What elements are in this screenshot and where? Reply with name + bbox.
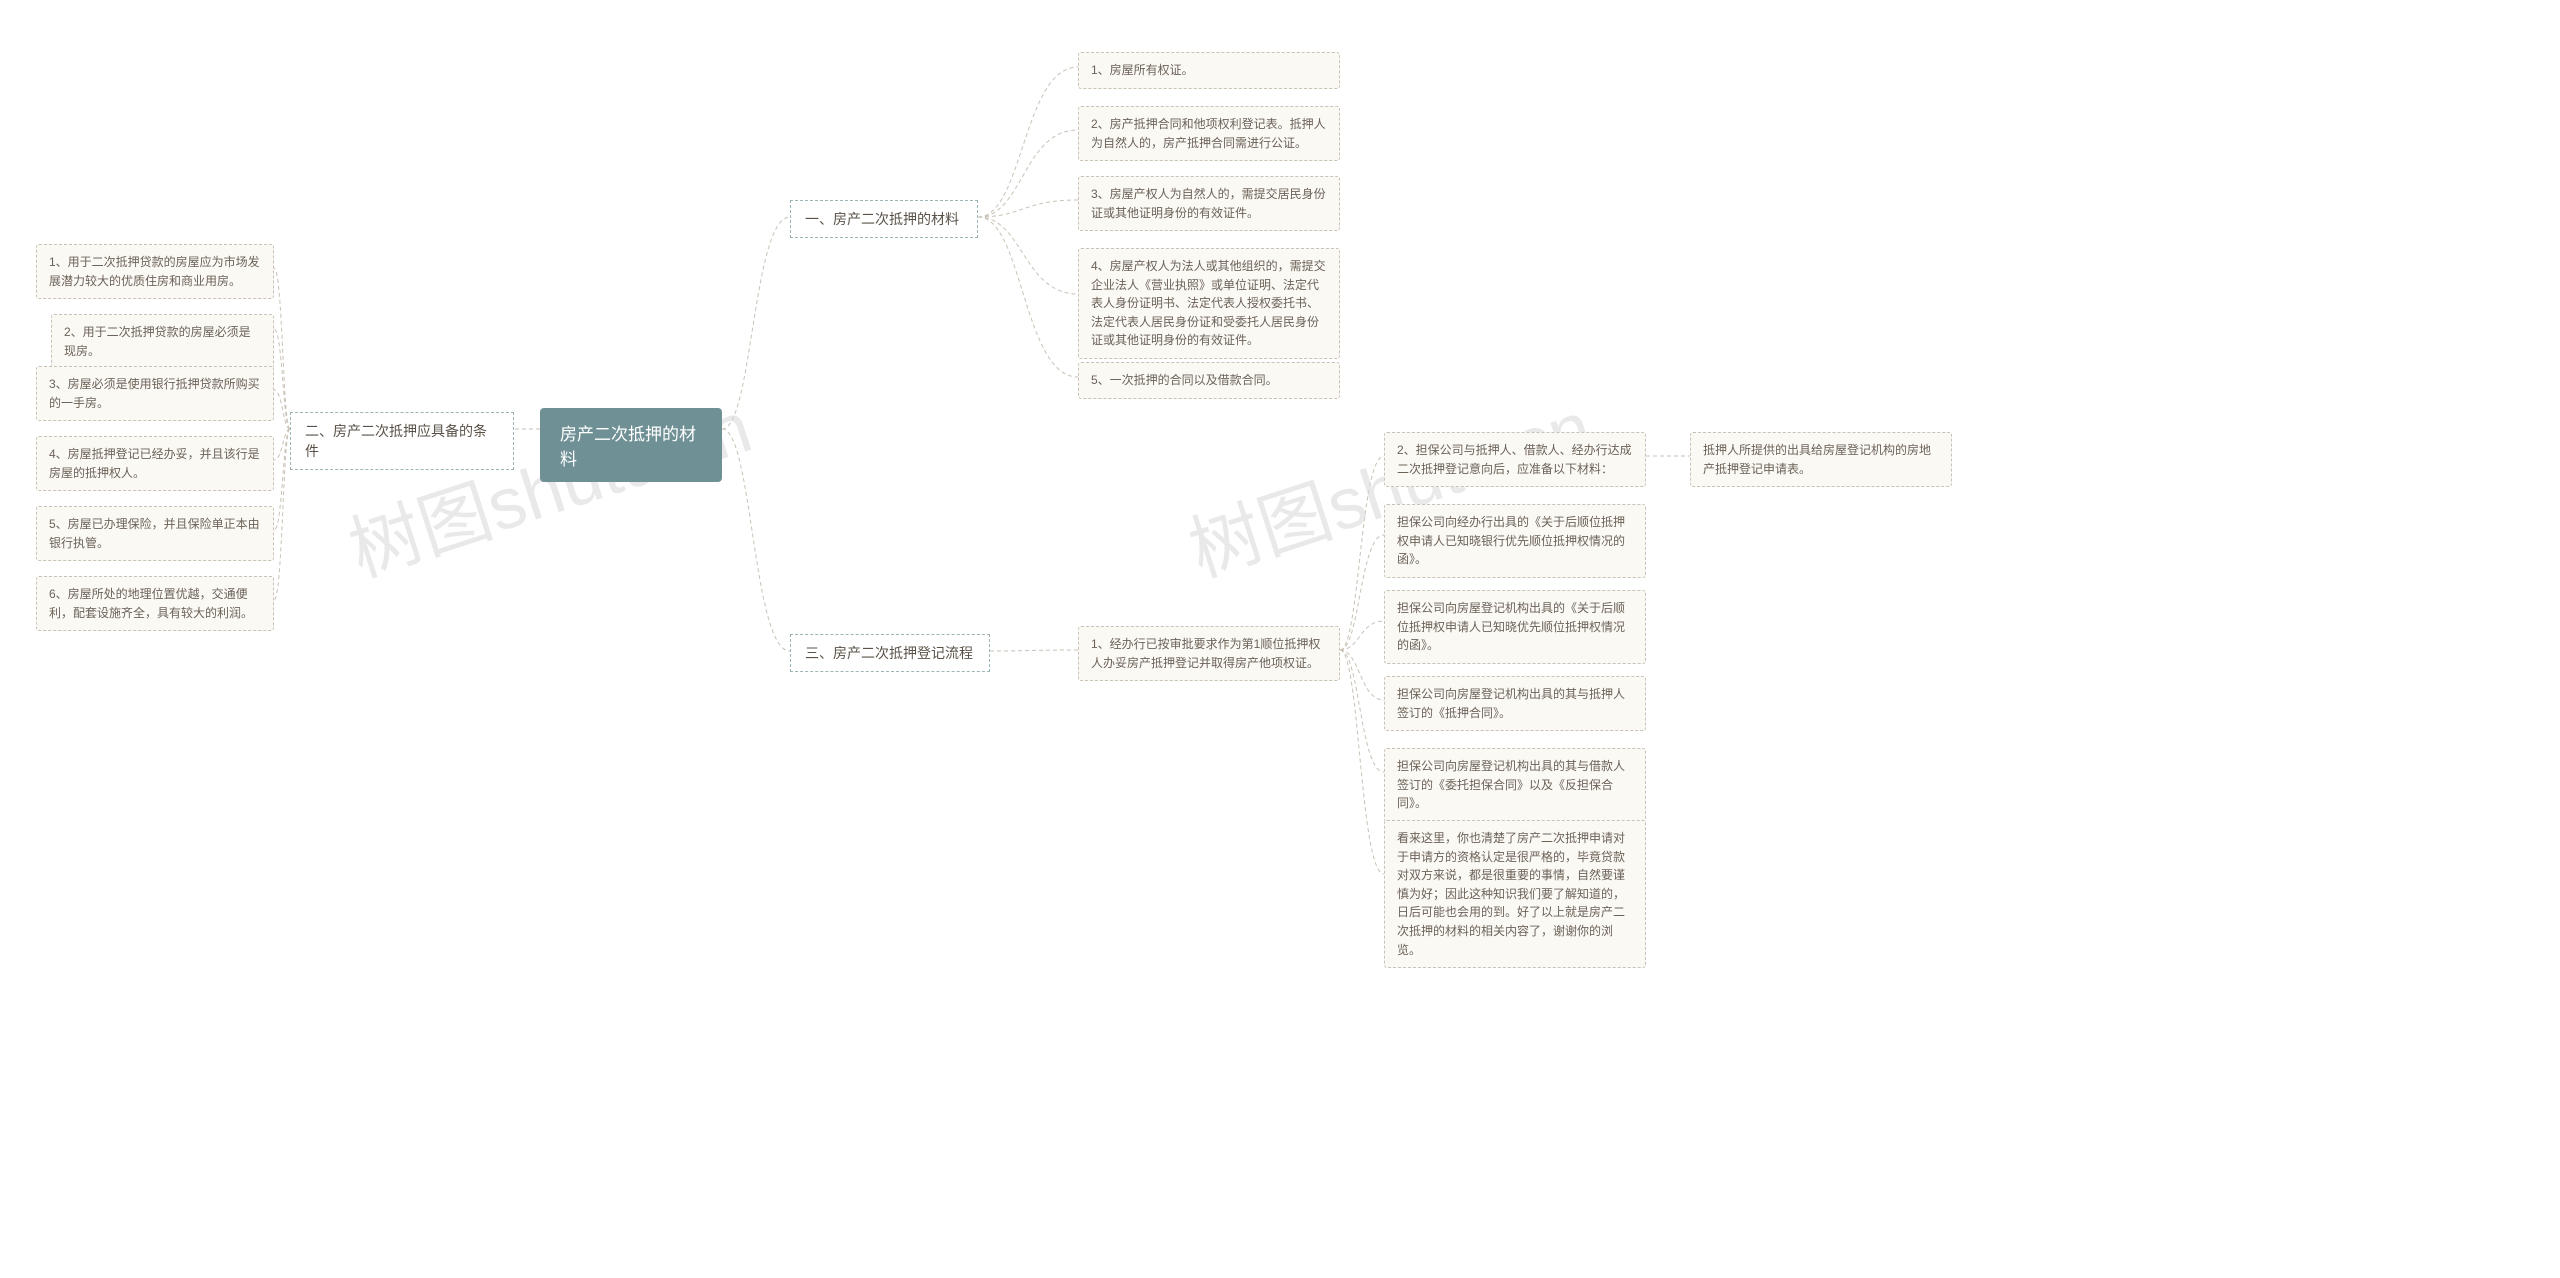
leaf-node: 担保公司向房屋登记机构出具的《关于后顺位抵押权申请人已知晓优先顺位抵押权情况的函… (1384, 590, 1646, 664)
leaf-node: 1、房屋所有权证。 (1078, 52, 1340, 89)
main-node: 二、房产二次抵押应具备的条件 (290, 412, 514, 470)
leaf-node: 2、房产抵押合同和他项权利登记表。抵押人为自然人的，房产抵押合同需进行公证。 (1078, 106, 1340, 161)
leaf-node: 4、房屋产权人为法人或其他组织的，需提交企业法人《营业执照》或单位证明、法定代表… (1078, 248, 1340, 359)
leaf-node: 2、担保公司与抵押人、借款人、经办行达成二次抵押登记意向后，应准备以下材料： (1384, 432, 1646, 487)
leaf-node: 3、房屋产权人为自然人的，需提交居民身份证或其他证明身份的有效证件。 (1078, 176, 1340, 231)
leaf-node: 看来这里，你也清楚了房产二次抵押申请对于申请方的资格认定是很严格的，毕竟贷款对双… (1384, 820, 1646, 968)
leaf-node: 4、房屋抵押登记已经办妥，并且该行是房屋的抵押权人。 (36, 436, 274, 491)
leaf-node: 3、房屋必须是使用银行抵押贷款所购买的一手房。 (36, 366, 274, 421)
leaf-node: 2、用于二次抵押贷款的房屋必须是现房。 (51, 314, 274, 369)
watermark: 树图shutu.cn (334, 368, 762, 596)
leaf-node: 担保公司向经办行出具的《关于后顺位抵押权申请人已知晓银行优先顺位抵押权情况的函》… (1384, 504, 1646, 578)
root-node: 房产二次抵押的材料 (540, 408, 722, 482)
leaf-node: 1、经办行已按审批要求作为第1顺位抵押权人办妥房产抵押登记并取得房产他项权证。 (1078, 626, 1340, 681)
leaf-node: 担保公司向房屋登记机构出具的其与抵押人签订的《抵押合同》。 (1384, 676, 1646, 731)
main-node: 三、房产二次抵押登记流程 (790, 634, 990, 672)
main-node: 一、房产二次抵押的材料 (790, 200, 978, 238)
leaf-node: 担保公司向房屋登记机构出具的其与借款人签订的《委托担保合同》以及《反担保合同》。 (1384, 748, 1646, 822)
leaf-node: 1、用于二次抵押贷款的房屋应为市场发展潜力较大的优质住房和商业用房。 (36, 244, 274, 299)
leaf-node: 抵押人所提供的出具给房屋登记机构的房地产抵押登记申请表。 (1690, 432, 1952, 487)
leaf-node: 6、房屋所处的地理位置优越，交通便利，配套设施齐全，具有较大的利润。 (36, 576, 274, 631)
leaf-node: 5、一次抵押的合同以及借款合同。 (1078, 362, 1340, 399)
leaf-node: 5、房屋已办理保险，并且保险单正本由银行执管。 (36, 506, 274, 561)
